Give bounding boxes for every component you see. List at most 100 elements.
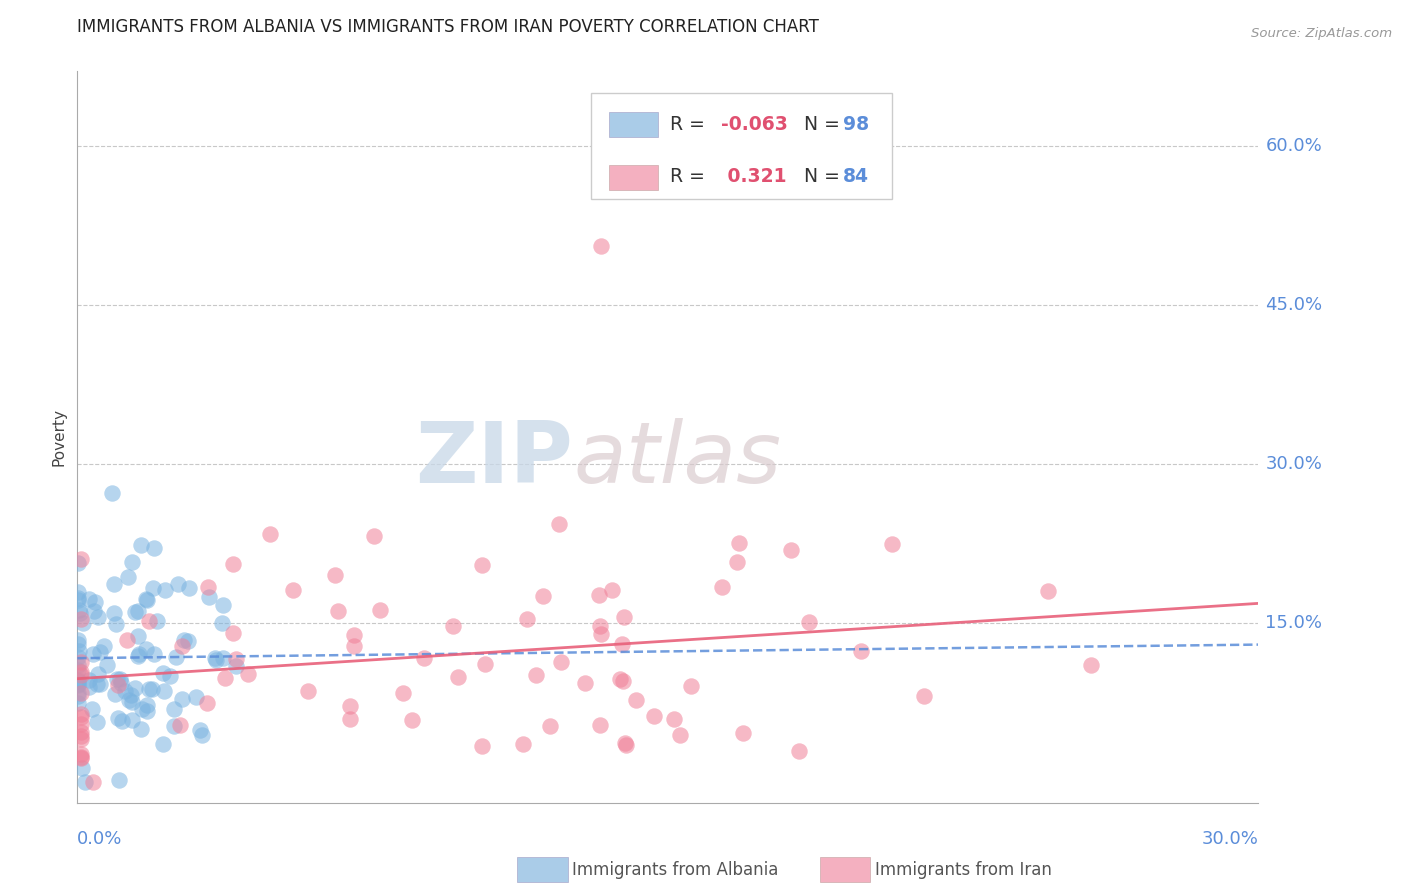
Point	[93, 640, 115, 654]
Point	[127, 649, 149, 664]
Point	[297, 684, 319, 698]
Point	[589, 618, 612, 632]
Point	[110, 714, 132, 728]
Point	[124, 681, 146, 696]
Point	[70, 706, 93, 721]
Point	[1036, 583, 1059, 598]
Point	[152, 666, 174, 681]
Point	[471, 558, 494, 573]
Point	[146, 614, 169, 628]
Point	[66, 593, 89, 607]
Point	[600, 582, 623, 597]
Point	[173, 633, 195, 648]
Point	[73, 774, 96, 789]
Point	[167, 577, 190, 591]
Point	[339, 712, 361, 726]
Point	[108, 672, 131, 686]
Point	[72, 616, 94, 631]
Point	[66, 686, 89, 700]
Point	[165, 650, 187, 665]
Point	[105, 672, 128, 686]
Point	[114, 684, 136, 698]
Point	[212, 599, 235, 613]
Point	[343, 628, 366, 642]
Point	[363, 529, 385, 543]
Text: 45.0%: 45.0%	[1265, 295, 1323, 314]
Point	[172, 692, 194, 706]
Point	[323, 568, 346, 582]
Point	[343, 640, 366, 654]
Point	[225, 659, 247, 673]
Point	[66, 696, 89, 710]
Point	[787, 744, 810, 758]
Text: 15.0%: 15.0%	[1265, 614, 1323, 632]
Point	[131, 722, 153, 736]
Point	[82, 774, 104, 789]
Text: 84: 84	[842, 167, 869, 186]
Point	[610, 637, 633, 651]
Point	[413, 650, 436, 665]
Point	[222, 626, 245, 640]
Point	[128, 647, 150, 661]
Text: Immigrants from Iran: Immigrants from Iran	[875, 861, 1052, 879]
Point	[725, 555, 748, 569]
Point	[662, 712, 685, 726]
Point	[609, 672, 631, 686]
Point	[190, 729, 212, 743]
Point	[526, 668, 548, 682]
Point	[141, 682, 163, 697]
Point	[107, 773, 129, 788]
Point	[70, 665, 93, 679]
Text: 0.0%: 0.0%	[77, 830, 122, 847]
Point	[471, 739, 494, 753]
Point	[66, 650, 89, 665]
Point	[107, 678, 129, 692]
Point	[516, 612, 538, 626]
Text: R =: R =	[671, 114, 711, 134]
Point	[121, 555, 143, 569]
Point	[69, 607, 91, 621]
Point	[197, 696, 219, 710]
Point	[211, 651, 233, 665]
Point	[214, 671, 236, 685]
Point	[86, 677, 108, 691]
Point	[204, 650, 226, 665]
Point	[96, 658, 118, 673]
Point	[441, 619, 464, 633]
Point	[70, 729, 93, 743]
Point	[86, 714, 108, 729]
Text: IMMIGRANTS FROM ALBANIA VS IMMIGRANTS FROM IRAN POVERTY CORRELATION CHART: IMMIGRANTS FROM ALBANIA VS IMMIGRANTS FR…	[77, 18, 820, 36]
Point	[339, 698, 361, 713]
Point	[142, 582, 165, 596]
Point	[612, 674, 634, 689]
Point	[70, 655, 93, 669]
Point	[66, 673, 89, 687]
Point	[512, 737, 534, 751]
Point	[474, 657, 496, 671]
Point	[110, 675, 132, 690]
Point	[159, 668, 181, 682]
Point	[103, 606, 125, 620]
Point	[368, 603, 391, 617]
Text: 30.0%: 30.0%	[1265, 455, 1322, 473]
Point	[142, 647, 165, 661]
Point	[624, 692, 647, 706]
Point	[127, 629, 149, 643]
Point	[77, 591, 100, 606]
Point	[70, 747, 93, 761]
Point	[66, 678, 89, 692]
Point	[66, 585, 89, 599]
Point	[66, 657, 89, 672]
Point	[589, 718, 612, 732]
Point	[152, 737, 174, 751]
Point	[77, 673, 100, 688]
Point	[221, 557, 243, 571]
Text: atlas: atlas	[574, 417, 782, 500]
Point	[70, 612, 93, 626]
Point	[87, 609, 110, 624]
Point	[613, 610, 636, 624]
Point	[70, 717, 93, 731]
Point	[914, 689, 936, 703]
Point	[205, 653, 228, 667]
Point	[89, 676, 111, 690]
